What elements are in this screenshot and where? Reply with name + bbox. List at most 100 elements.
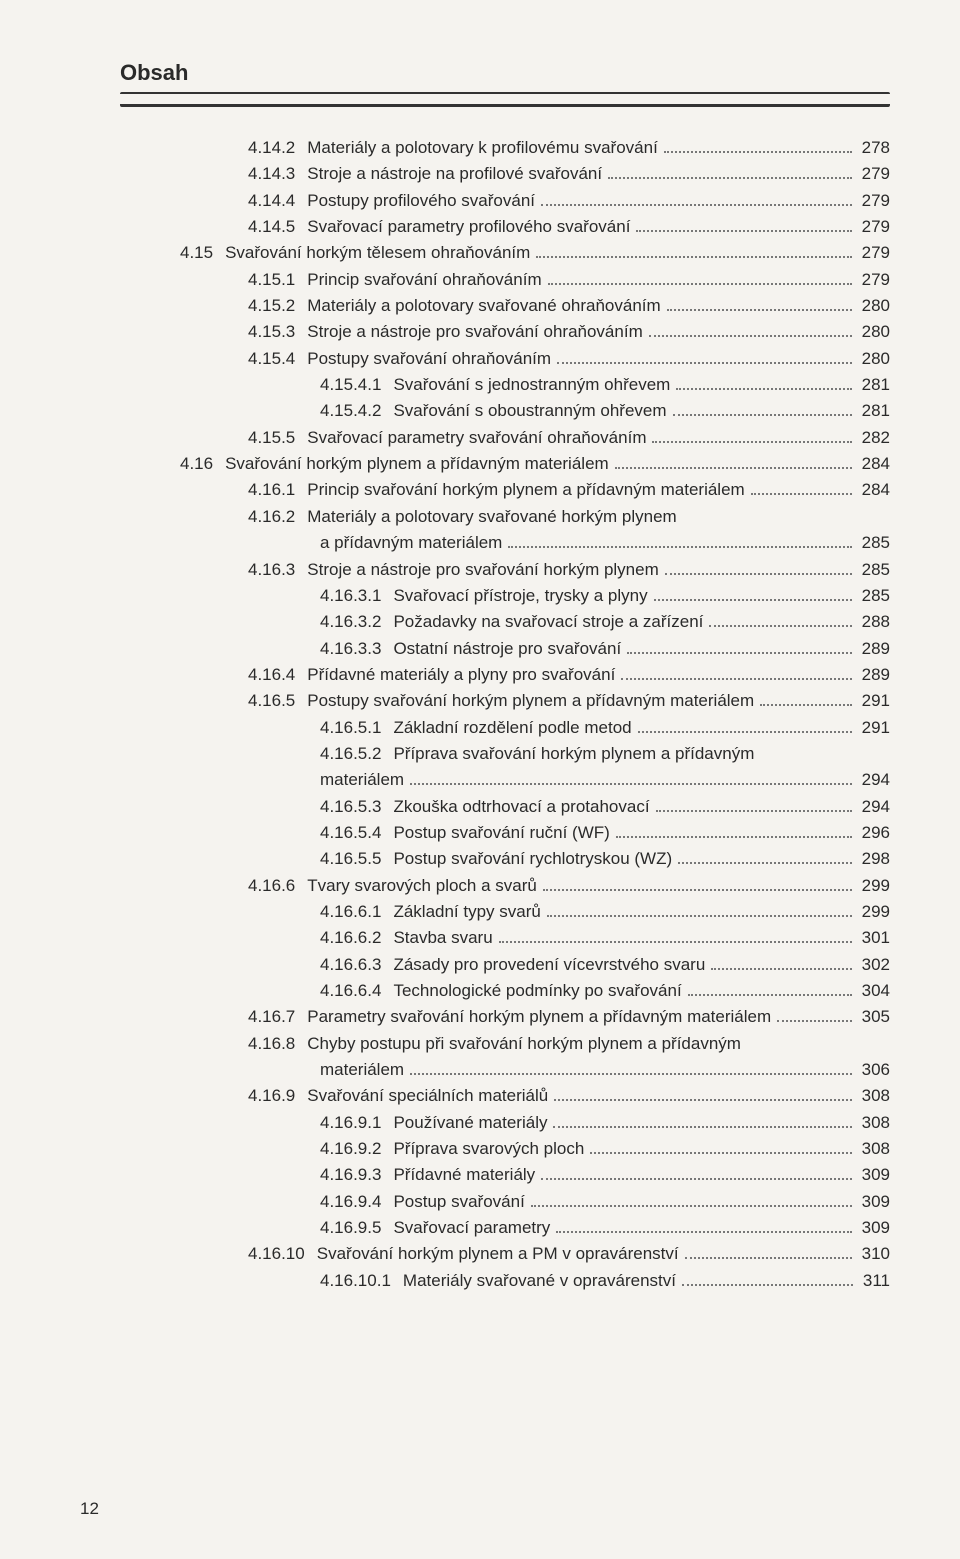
toc-row: 4.16.5Postupy svařování horkým plynem a …	[120, 688, 890, 714]
toc-leader	[531, 1189, 852, 1206]
toc-entry-number: 4.16.9.3	[320, 1162, 393, 1188]
toc-entry-title: Ostatní nástroje pro svařování	[393, 636, 621, 662]
toc-leader	[678, 847, 851, 864]
toc-leader	[709, 610, 851, 627]
toc-entry-number: 4.16.3.2	[320, 609, 393, 635]
toc-entry-title: Tvary svarových ploch a svarů	[307, 873, 537, 899]
toc-entry-number: 4.14.4	[248, 188, 307, 214]
toc-entry-title: Svařování s jednostranným ohřevem	[393, 372, 670, 398]
toc-entry-page: 289	[856, 636, 890, 662]
toc-entry-title: Svařování s oboustranným ohřevem	[393, 398, 666, 424]
toc-row-continuation: a přídavným materiálem285	[120, 530, 890, 556]
toc-leader	[711, 952, 851, 969]
toc-entry-number: 4.16.4	[248, 662, 307, 688]
toc-leader	[649, 320, 852, 337]
toc-entry-title: Přídavné materiály a plyny pro svařování	[307, 662, 615, 688]
toc-entry-number: 4.16.3.3	[320, 636, 393, 662]
toc-leader	[667, 294, 852, 311]
toc-entry-number: 4.16.9.1	[320, 1110, 393, 1136]
toc-entry-number: 4.14.2	[248, 135, 307, 161]
toc-entry-number: 4.16.5.1	[320, 715, 393, 741]
toc-entry-number: 4.16.9.5	[320, 1215, 393, 1241]
toc-entry-title: Materiály svařované v opravárenství	[403, 1268, 676, 1294]
toc-entry-title: Příprava svařování horkým plynem a přída…	[393, 741, 754, 767]
toc-row: 4.16.5.3Zkouška odtrhovací a protahovací…	[120, 794, 890, 820]
toc-entry-page: 281	[856, 372, 890, 398]
toc-entry-page: 302	[856, 952, 890, 978]
toc-entry-number: 4.15.1	[248, 267, 307, 293]
toc-row: 4.16.6.2Stavba svaru301	[120, 925, 890, 951]
toc-entry-page: 296	[856, 820, 890, 846]
toc-entry-title: Svařovací parametry profilového svařován…	[307, 214, 630, 240]
toc-entry-title: Postup svařování	[393, 1189, 524, 1215]
table-of-contents: 4.14.2Materiály a polotovary k profilové…	[120, 135, 890, 1294]
toc-row: 4.16.3.3Ostatní nástroje pro svařování 28…	[120, 636, 890, 662]
toc-row: 4.16.9.4Postup svařování309	[120, 1189, 890, 1215]
toc-entry-page: 280	[856, 293, 890, 319]
toc-entry-number: 4.15.2	[248, 293, 307, 319]
toc-row: 4.16.3.2Požadavky na svařovací stroje a …	[120, 609, 890, 635]
toc-row: 4.16.8Chyby postupu při svařování horkým…	[120, 1031, 890, 1057]
toc-row: 4.16.7Parametry svařování horkým plynem …	[120, 1004, 890, 1030]
toc-leader	[536, 241, 851, 258]
toc-entry-title: Používané materiály	[393, 1110, 547, 1136]
toc-entry-page: 299	[856, 873, 890, 899]
toc-entry-page: 289	[856, 662, 890, 688]
toc-entry-number: 4.16.7	[248, 1004, 307, 1030]
toc-entry-page: 310	[856, 1241, 890, 1267]
toc-leader	[410, 1058, 852, 1075]
toc-entry-number: 4.16.5	[248, 688, 307, 714]
toc-leader	[682, 1268, 853, 1285]
toc-entry-page: 279	[856, 214, 890, 240]
toc-entry-title: Chyby postupu při svařování horkým plyne…	[307, 1031, 741, 1057]
toc-row: 4.14.3Stroje a nástroje na profilové sva…	[120, 161, 890, 187]
toc-leader	[554, 1084, 851, 1101]
toc-leader	[615, 452, 852, 469]
toc-entry-number: 4.16.8	[248, 1031, 307, 1057]
toc-entry-page: 309	[856, 1189, 890, 1215]
toc-leader	[652, 425, 851, 442]
toc-entry-page: 279	[856, 240, 890, 266]
toc-entry-title: Technologické podmínky po svařování	[393, 978, 681, 1004]
toc-entry-number: 4.15.4	[248, 346, 307, 372]
toc-row: 4.15.4Postupy svařování ohraňováním280	[120, 346, 890, 372]
toc-leader	[621, 663, 851, 680]
toc-leader	[638, 715, 852, 732]
toc-entry-page: 278	[856, 135, 890, 161]
toc-leader	[541, 188, 852, 205]
toc-entry-page: 285	[856, 583, 890, 609]
toc-entry-title: Stroje a nástroje pro svařování horkým p…	[307, 557, 659, 583]
toc-entry-number: 4.16.3	[248, 557, 307, 583]
toc-leader	[685, 1242, 852, 1259]
toc-entry-title: Zásady pro provedení vícevrstvého svaru	[393, 952, 705, 978]
toc-entry-number: 4.14.3	[248, 161, 307, 187]
toc-entry-title: Parametry svařování horkým plynem a příd…	[307, 1004, 771, 1030]
toc-entry-page: 291	[856, 715, 890, 741]
toc-entry-title: Princip svařování horkým plynem a přídav…	[307, 477, 744, 503]
toc-entry-number: 4.16.6.3	[320, 952, 393, 978]
toc-entry-title: Svařování horkým plynem a přídavným mate…	[225, 451, 609, 477]
toc-entry-number: 4.16.6.1	[320, 899, 393, 925]
toc-row: 4.14.4Postupy profilového svařování279	[120, 188, 890, 214]
toc-row: 4.16.9.3Přídavné materiály309	[120, 1162, 890, 1188]
toc-row: 4.15.4.1Svařování s jednostranným ohřeve…	[120, 372, 890, 398]
page-title: Obsah	[120, 60, 890, 86]
toc-leader	[541, 1163, 851, 1180]
toc-leader	[553, 1110, 851, 1127]
toc-entry-title-cont: a přídavným materiálem	[320, 530, 502, 556]
toc-entry-title: Postupy profilového svařování	[307, 188, 535, 214]
toc-entry-page: 279	[856, 267, 890, 293]
page: Obsah 4.14.2Materiály a polotovary k pro…	[0, 0, 960, 1559]
toc-leader	[665, 557, 852, 574]
toc-row: 4.15.2Materiály a polotovary svařované o…	[120, 293, 890, 319]
toc-leader	[673, 399, 852, 416]
toc-row: 4.15.1Princip svařování ohraňováním279	[120, 267, 890, 293]
toc-leader	[410, 768, 852, 785]
toc-entry-title: Postup svařování ruční (WF)	[393, 820, 609, 846]
toc-entry-number: 4.16.5.3	[320, 794, 393, 820]
toc-entry-title: Svařovací parametry svařování ohraňování…	[307, 425, 646, 451]
toc-leader	[664, 136, 852, 153]
toc-row: 4.16.5.2Příprava svařování horkým plynem…	[120, 741, 890, 767]
toc-entry-page: 285	[856, 557, 890, 583]
toc-leader	[654, 584, 852, 601]
